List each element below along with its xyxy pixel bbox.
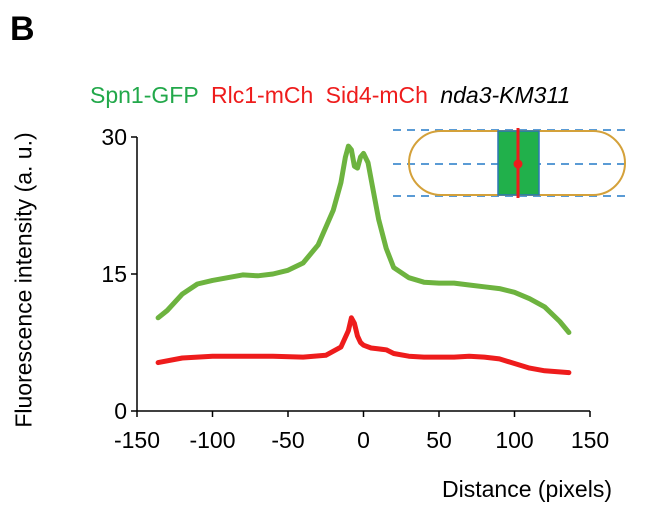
- x-tick-label: 0: [357, 427, 370, 453]
- title-spn1-gfp: Spn1-GFP: [90, 82, 199, 108]
- cell-schematic-inset: [393, 128, 627, 198]
- series-line-1: [155, 143, 572, 335]
- y-tick-label: 30: [101, 124, 127, 150]
- series-line-2: [155, 315, 572, 376]
- axes: 0 15 30 -150 -100 -50 0 50 100 150: [101, 124, 609, 453]
- y-tick-label: 0: [114, 398, 127, 424]
- x-tick-label: -150: [114, 427, 160, 453]
- x-tick-label: 100: [495, 427, 533, 453]
- chart-title: Spn1-GFP Rlc1-mCh Sid4-mCh nda3-KM311: [90, 82, 576, 109]
- x-tick-label: -50: [271, 427, 304, 453]
- x-tick-label: -100: [189, 427, 235, 453]
- x-axis-label: Distance (pixels): [442, 476, 612, 502]
- title-rlc1-mch: Rlc1-mCh: [211, 82, 314, 108]
- title-sid4-mch: Sid4-mCh: [325, 82, 428, 108]
- x-tick-label: 50: [426, 427, 452, 453]
- series-layer: [155, 143, 572, 376]
- y-tick-label: 15: [101, 261, 127, 287]
- panel-label: B: [10, 10, 35, 48]
- title-nda3-km311: nda3-KM311: [440, 82, 571, 108]
- spindle-pole-dot: [513, 159, 523, 169]
- x-tick-label: 150: [571, 427, 609, 453]
